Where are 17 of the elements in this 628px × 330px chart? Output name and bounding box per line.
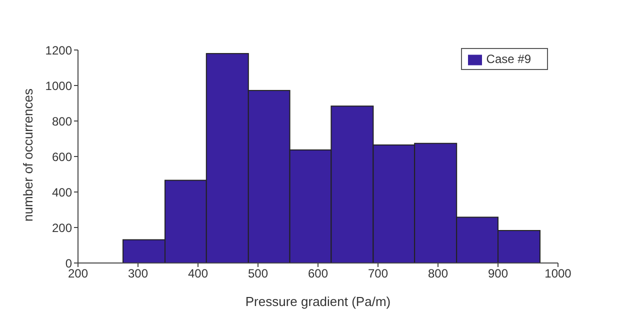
x-tick-label: 600 <box>308 266 328 281</box>
y-tick-label: 400 <box>52 185 72 200</box>
x-axis-title: Pressure gradient (Pa/m) <box>245 294 391 309</box>
x-tick-label: 500 <box>248 266 268 281</box>
x-tick-label: 800 <box>428 266 448 281</box>
x-tick-label: 400 <box>188 266 208 281</box>
legend-label: Case #9 <box>486 52 531 66</box>
y-axis-title: number of occurrences <box>20 88 36 222</box>
y-tick-label: 1200 <box>45 43 72 58</box>
x-tick-label: 700 <box>368 266 388 281</box>
x-tick-label: 300 <box>128 266 148 281</box>
y-tick-label: 200 <box>52 220 72 235</box>
x-tick-label: 900 <box>488 266 508 281</box>
x-tick-label: 1000 <box>544 266 572 281</box>
y-tick-label: 1000 <box>45 78 72 93</box>
y-tick-label: 600 <box>52 150 72 164</box>
y-tick-label: 800 <box>52 114 72 128</box>
